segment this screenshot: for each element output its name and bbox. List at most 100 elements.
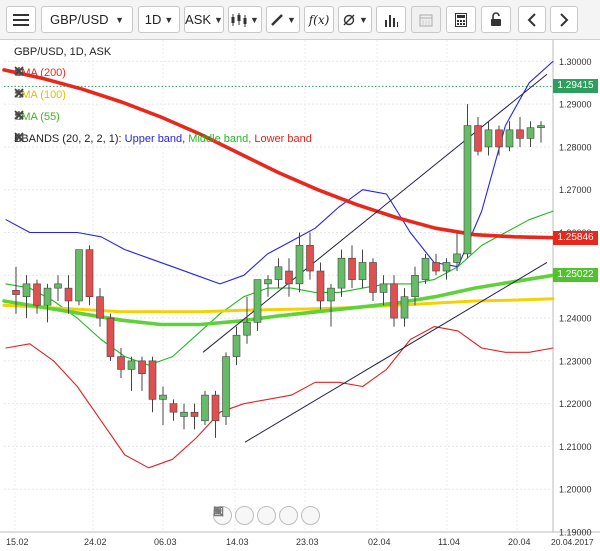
candle-body (516, 129, 524, 139)
gear-icon[interactable] (15, 66, 85, 80)
price-type-label: ASK (185, 12, 212, 27)
x-tick-label: 15.02 (6, 537, 29, 547)
candle-body (148, 360, 157, 400)
chart-type-button[interactable]: ▼ (228, 6, 262, 33)
chevron-down-icon: ▼ (359, 14, 368, 25)
symbol-select-label: GBP/USD (50, 12, 109, 27)
candle-body (96, 296, 104, 319)
x-tick-label: 06.03 (154, 537, 177, 547)
gear-icon[interactable] (15, 88, 85, 102)
candle-body (285, 270, 293, 285)
chart-area[interactable]: 1.300001.290001.280001.270001.260001.250… (0, 40, 600, 551)
volume-button[interactable] (376, 6, 406, 33)
candle-body (85, 249, 94, 297)
chevron-down-icon: ▼ (250, 14, 259, 25)
calculator-button[interactable] (446, 6, 476, 33)
legend-sma55: SMA (55) (14, 110, 98, 124)
crosshair-button[interactable]: ▼ (338, 6, 372, 33)
chevron-down-icon: ▼ (115, 14, 124, 25)
candle-body (379, 283, 388, 293)
menu-icon (13, 13, 29, 26)
price-chart[interactable]: 1.300001.290001.280001.270001.260001.250… (0, 40, 600, 551)
candle-body (526, 127, 535, 139)
close-icon[interactable] (14, 66, 104, 80)
crosshair-icon (343, 14, 355, 25)
candle-body (474, 125, 482, 152)
symbol-select[interactable]: GBP/USD ▼ (41, 6, 133, 33)
next-button[interactable] (550, 6, 578, 33)
candle-body (463, 125, 472, 255)
timeframe-label: 1D (144, 12, 162, 27)
sma100-line (2, 297, 555, 314)
chevron-down-icon: ▼ (164, 14, 174, 25)
y-tick-label: 1.24000 (559, 314, 592, 324)
x-tick-label: 23.03 (296, 537, 319, 547)
lock-button[interactable] (481, 6, 511, 33)
candle-body (453, 253, 461, 263)
close-icon[interactable] (14, 110, 98, 124)
candle-body (159, 394, 167, 400)
gear-icon[interactable] (15, 110, 79, 124)
chevron-down-icon: ▼ (287, 14, 296, 25)
indicators-button[interactable]: f(x) (304, 6, 334, 33)
y-tick-label: 1.21000 (559, 442, 592, 452)
legend-bbands: BBANDS (20, 2, 2, 1): Upper band, Middle… (14, 132, 350, 146)
bb-upper-band-line (5, 60, 554, 285)
gear-icon[interactable] (15, 132, 331, 146)
scroll-right-button[interactable] (214, 506, 320, 525)
sma200-price-label: 1.25846 (553, 230, 598, 245)
bb-middle-band-line (5, 210, 554, 366)
x-tick-label: 14.03 (226, 537, 249, 547)
y-axis-area (553, 40, 600, 551)
price-type-select[interactable]: ASK ▼ (184, 6, 224, 33)
candle-body (274, 266, 283, 280)
calendar-button[interactable] (411, 6, 441, 33)
candle-body (253, 279, 262, 323)
zoom-reset-button[interactable] (213, 506, 276, 525)
menu-button[interactable] (6, 6, 36, 33)
candle-body (127, 360, 136, 370)
sma55-line (2, 273, 555, 327)
candle-body (295, 245, 304, 285)
candle-body (211, 394, 220, 422)
calculator-icon (455, 12, 467, 27)
calendar-icon (419, 14, 433, 26)
candle-body (138, 360, 146, 375)
candle-body (390, 283, 398, 319)
zoom-out-button[interactable] (213, 506, 254, 525)
lock-icon (491, 12, 501, 26)
y-tick-label: 1.30000 (559, 57, 592, 67)
x-tick-label: 11.04 (438, 537, 460, 547)
scroll-right-icon (214, 506, 222, 515)
candle-body (442, 262, 451, 272)
candle-body (117, 356, 125, 370)
trendline-lower (244, 262, 548, 443)
y-tick-label: 1.27000 (559, 185, 592, 195)
candle-body (316, 270, 325, 302)
legend-sma200-label: SMA (200) (14, 67, 66, 79)
draw-tools-button[interactable]: ▼ (266, 6, 300, 33)
close-icon[interactable] (14, 88, 104, 102)
y-tick-label: 1.28000 (559, 142, 592, 152)
zoom-in-button[interactable] (213, 506, 298, 525)
timeframe-select[interactable]: 1D ▼ (138, 6, 180, 33)
x-tick-label-end-date: 20.04.2017 (551, 537, 594, 547)
candle-body (327, 287, 335, 302)
legend-bbands-lower: Lower band (254, 133, 312, 145)
candle-body (22, 283, 31, 297)
legend-sma100: SMA (100) (14, 88, 104, 102)
candle-body (400, 296, 409, 319)
prev-button[interactable] (518, 6, 546, 33)
arrow-right-icon (560, 12, 569, 27)
toolbar: GBP/USD ▼ 1D ▼ ASK ▼ ▼ ▼ f(x) ▼ (0, 0, 600, 40)
last-price-label: 1.29415 (553, 79, 598, 94)
draw-line-icon (271, 13, 283, 26)
close-icon[interactable] (14, 132, 350, 146)
candle-body (337, 257, 346, 289)
chevron-down-icon: ▼ (214, 14, 223, 25)
candle-body (222, 356, 230, 417)
chart-navigation (213, 506, 320, 525)
legend-sma200: SMA (200) (14, 66, 104, 80)
y-tick-label: 1.22000 (559, 399, 592, 409)
y-tick-label: 1.29000 (559, 100, 592, 110)
